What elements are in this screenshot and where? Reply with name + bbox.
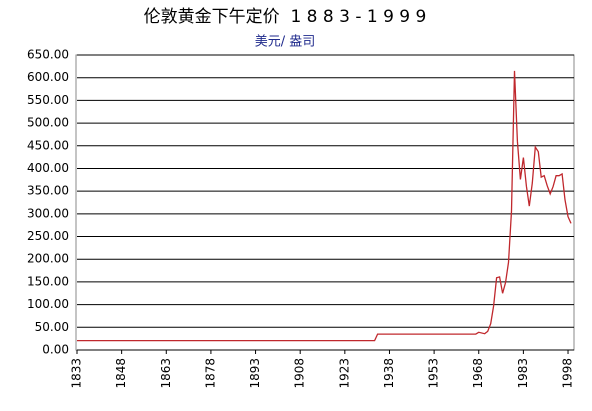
- y-tick-label: 200.00: [27, 252, 69, 266]
- x-tick-label: 1833: [70, 358, 84, 389]
- y-tick-label: 50.00: [35, 320, 69, 334]
- y-tick-label: 250.00: [27, 229, 69, 243]
- x-tick-label: 1953: [427, 358, 441, 389]
- x-tick-label: 1983: [516, 358, 530, 389]
- price-line: [77, 70, 572, 342]
- y-tick-label: 150.00: [27, 274, 69, 288]
- y-tick-label: 600.00: [27, 70, 69, 84]
- x-tick-label: 1923: [337, 358, 351, 389]
- x-tick-label: 1998: [561, 358, 575, 389]
- x-tick-label: 1938: [382, 358, 396, 389]
- x-tick-label: 1878: [203, 358, 217, 389]
- y-tick-label: 300.00: [27, 206, 69, 220]
- y-tick-label: 100.00: [27, 297, 69, 311]
- x-tick-label: 1908: [293, 358, 307, 389]
- y-tick-label: 450.00: [27, 138, 69, 152]
- y-tick-label: 400.00: [27, 161, 69, 175]
- chart-title: 伦敦黄金下午定价 1 8 8 3 - 1 9 9 9: [144, 7, 427, 27]
- y-tick-label: 550.00: [27, 93, 69, 107]
- x-tick-label: 1968: [471, 358, 485, 389]
- x-tick-label: 1863: [159, 358, 173, 389]
- x-tick-label: 1848: [114, 358, 128, 389]
- y-tick-label: 0.00: [42, 343, 69, 357]
- y-tick-label: 650.00: [27, 48, 69, 62]
- y-tick-label: 350.00: [27, 184, 69, 198]
- chart-subtitle: 美元/ 盎司: [255, 35, 316, 50]
- x-tick-label: 1893: [248, 358, 262, 389]
- y-tick-label: 500.00: [27, 116, 69, 130]
- plot-frame: [75, 54, 575, 351]
